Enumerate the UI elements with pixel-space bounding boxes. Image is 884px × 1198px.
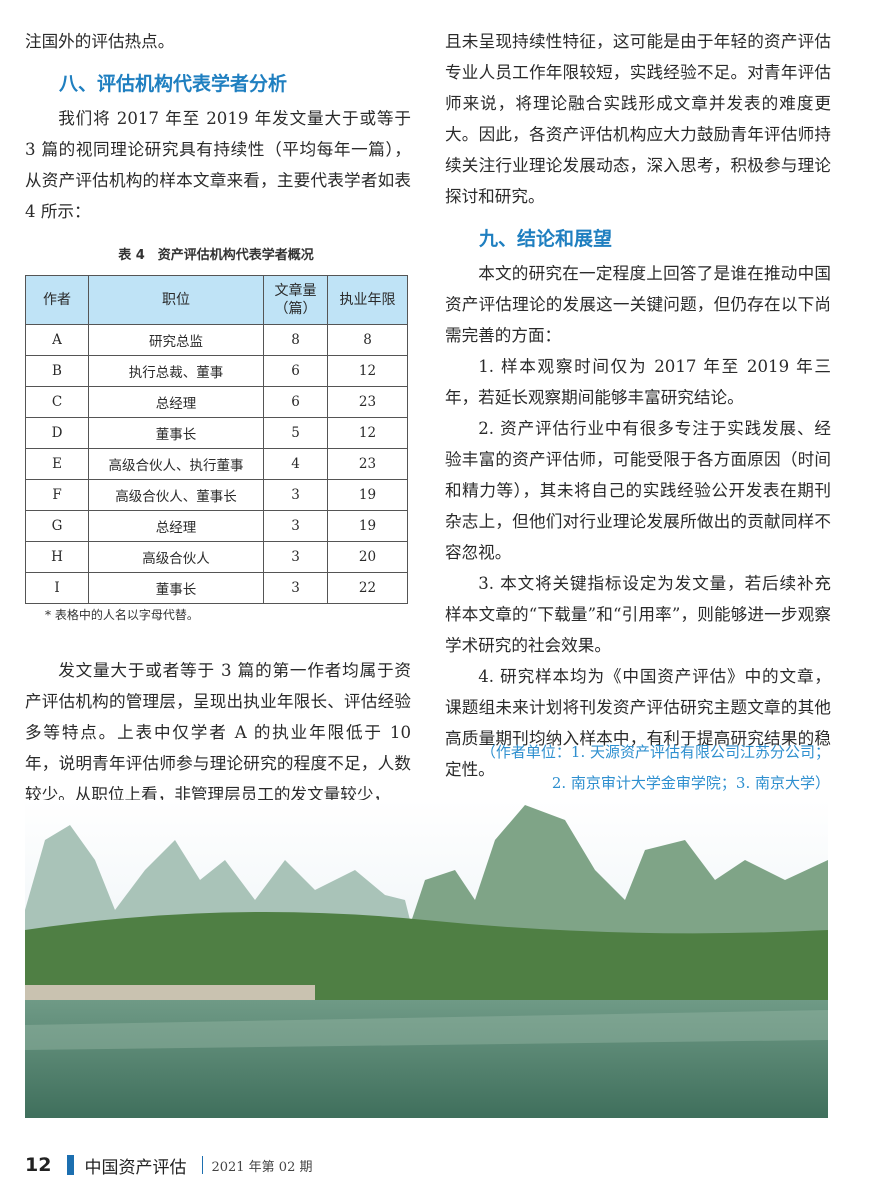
table-cell: 董事长	[88, 417, 264, 449]
table-caption: 表 4 资产评估机构代表学者概况	[118, 248, 314, 263]
affiliation-line: 2. 南京审计大学金审学院；3. 南京大学）	[551, 774, 830, 792]
section-heading-9: 九、结论和展望	[479, 228, 613, 250]
scholars-table: 作者 职位 文章量（篇） 执业年限 A 研究总监 8 8 B 执行总裁、董事 6 12 C 总经理…	[25, 275, 408, 604]
table-cell: 执行总裁、董事	[88, 355, 264, 387]
table-cell: 12	[327, 355, 408, 387]
col-header-author: 作者	[25, 275, 89, 325]
table-cell: 5	[263, 417, 328, 449]
paragraph: 我们将 2017 年至 2019 年发文量大于或等于 3 篇的视同理论研究具有持…	[25, 109, 411, 221]
table-cell: B	[25, 355, 89, 387]
table-cell: 3	[263, 510, 328, 542]
table-row: B 执行总裁、董事 6 12	[25, 355, 408, 387]
page-number: 12	[25, 1154, 52, 1176]
paragraph: 注国外的评估热点。	[25, 32, 175, 51]
table-cell: F	[25, 479, 89, 511]
page-footer: 12 中国资产评估 2021 年第 02 期	[25, 1154, 313, 1178]
list-item: 3. 本文将关键指标设定为发文量，若后续补充样本文章的“下载量”和“引用率”，则…	[445, 574, 831, 655]
table-cell: 20	[327, 541, 408, 573]
table-cell: D	[25, 417, 89, 449]
table-cell: 4	[263, 448, 328, 480]
table-row: I 董事长 3 22	[25, 572, 408, 604]
paragraph: 发文量大于或者等于 3 篇的第一作者均属于资产评估机构的管理层，呈现出执业年限长…	[25, 661, 411, 804]
table-cell: 6	[263, 386, 328, 418]
table-cell: 8	[327, 324, 408, 356]
table-cell: A	[25, 324, 89, 356]
affiliation-line: （作者单位：1. 天源资产评估有限公司江苏分公司；	[480, 743, 830, 761]
table-cell: H	[25, 541, 89, 573]
divider	[202, 1156, 204, 1174]
table-cell: I	[25, 572, 89, 604]
col-header-years: 执业年限	[327, 275, 408, 325]
landscape-photo	[25, 800, 828, 1118]
table-cell: 总经理	[88, 386, 264, 418]
table-cell: 总经理	[88, 510, 264, 542]
table-cell: 研究总监	[88, 324, 264, 356]
list-item: 4. 研究样本均为《中国资产评估》中的文章，课题组未来计划将刊发资产评估研究主题…	[445, 667, 831, 779]
table-cell: 19	[327, 479, 408, 511]
table-row: C 总经理 6 23	[25, 386, 408, 418]
magazine-name: 中国资产评估	[84, 1157, 187, 1178]
table-cell: 董事长	[88, 572, 264, 604]
issue-number: 2021 年第 02 期	[211, 1159, 313, 1175]
paragraph: 本文的研究在一定程度上回答了是谁在推动中国资产评估理论的发展这一关键问题，但仍存…	[445, 264, 831, 345]
table-cell: 22	[327, 572, 408, 604]
paragraph: 且未呈现持续性特征，这可能是由于年轻的资产评估专业人员工作年限较短，实践经验不足…	[445, 32, 831, 206]
author-affiliation: （作者单位：1. 天源资产评估有限公司江苏分公司； 2. 南京审计大学金审学院；…	[445, 737, 830, 799]
table-cell: 23	[327, 448, 408, 480]
table-cell: E	[25, 448, 89, 480]
list-item: 2. 资产评估行业中有很多专注于实践发展、经验丰富的资产评估师，可能受限于各方面…	[445, 419, 831, 562]
table-row: E 高级合伙人、执行董事 4 23	[25, 448, 408, 480]
table-row: A 研究总监 8 8	[25, 324, 408, 356]
table-cell: 高级合伙人	[88, 541, 264, 573]
footer-bar	[67, 1155, 75, 1175]
table-cell: 高级合伙人、执行董事	[88, 448, 264, 480]
table-cell: 6	[263, 355, 328, 387]
table-cell: 8	[263, 324, 328, 356]
list-item: 1. 样本观察时间仅为 2017 年至 2019 年三年，若延长观察期间能够丰富…	[445, 357, 831, 407]
table-cell: 3	[263, 541, 328, 573]
table-cell: 3	[263, 479, 328, 511]
table-cell: 高级合伙人、董事长	[88, 479, 264, 511]
table-row: F 高级合伙人、董事长 3 19	[25, 479, 408, 511]
left-column: 注国外的评估热点。 八、评估机构代表学者分析 我们将 2017 年至 2019 …	[25, 26, 411, 227]
right-column: 且未呈现持续性特征，这可能是由于年轻的资产评估专业人员工作年限较短，实践经验不足…	[445, 26, 831, 785]
table-cell: G	[25, 510, 89, 542]
table-cell: 12	[327, 417, 408, 449]
table-cell: 19	[327, 510, 408, 542]
table-cell: 3	[263, 572, 328, 604]
table-cell: 23	[327, 386, 408, 418]
left-column-bottom: 发文量大于或者等于 3 篇的第一作者均属于资产评估机构的管理层，呈现出执业年限长…	[25, 655, 411, 810]
table-row: H 高级合伙人 3 20	[25, 541, 408, 573]
table-row: D 董事长 5 12	[25, 417, 408, 449]
table-cell: C	[25, 386, 89, 418]
table-row: G 总经理 3 19	[25, 510, 408, 542]
section-heading-8: 八、评估机构代表学者分析	[59, 73, 288, 95]
col-header-position: 职位	[88, 275, 264, 325]
table-note: * 表格中的人名以字母代替。	[45, 608, 199, 622]
col-header-articles: 文章量（篇）	[263, 275, 328, 325]
